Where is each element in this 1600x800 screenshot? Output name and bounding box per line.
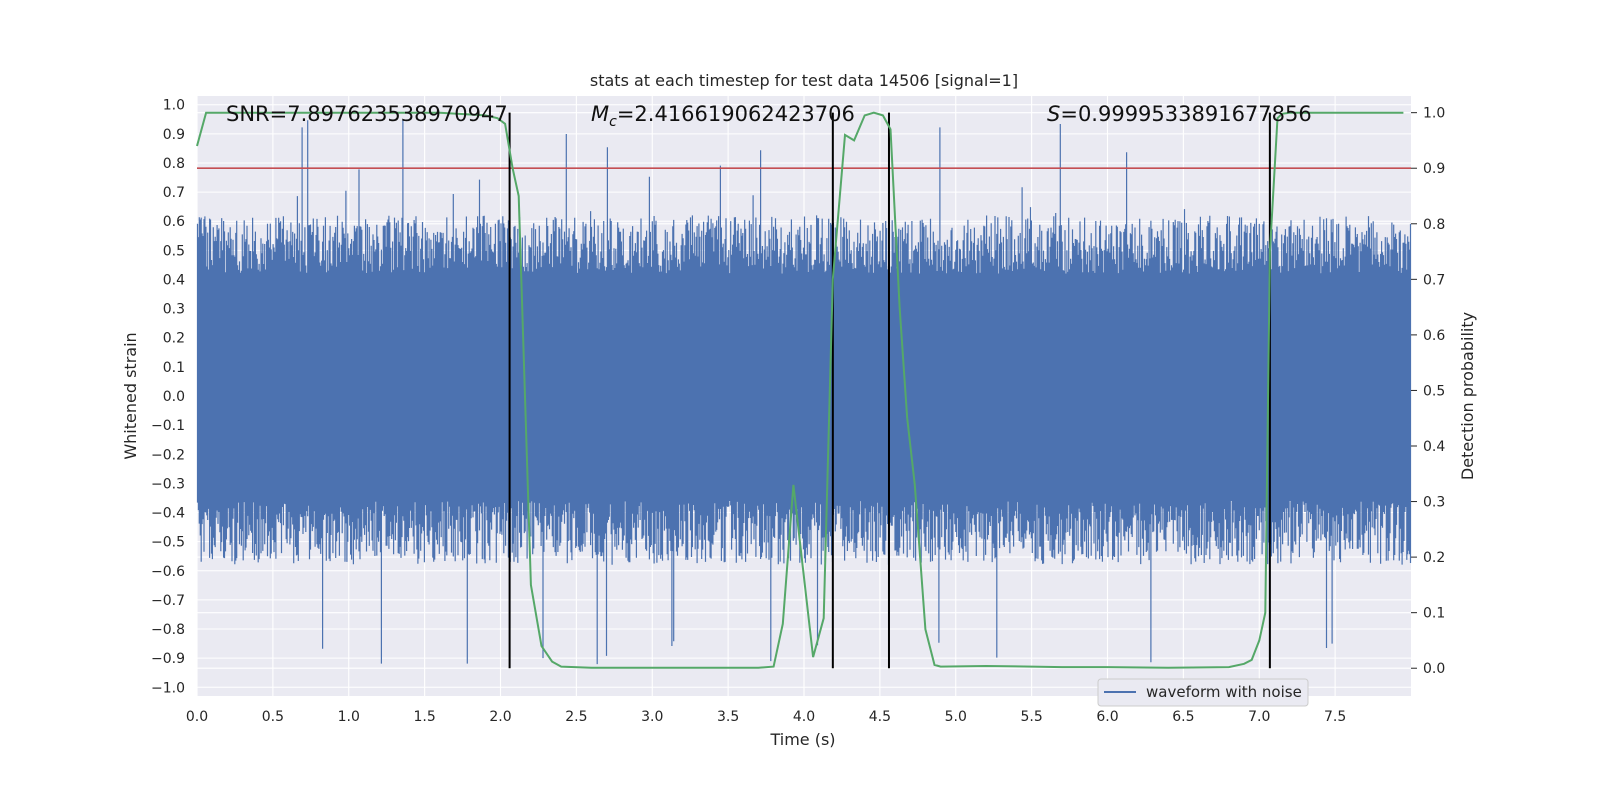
x-tick-label: 4.0 <box>793 709 815 725</box>
x-tick-label: 3.0 <box>641 709 663 725</box>
x-tick-label: 5.5 <box>1020 709 1042 725</box>
chirp-mass-value: =2.416619062423706 <box>617 102 855 126</box>
y2-tick-label: 0.2 <box>1423 550 1445 566</box>
event-markers <box>508 112 1271 669</box>
chart-title: stats at each timestep for test data 145… <box>590 71 1018 90</box>
y2-tick-label: 0.4 <box>1423 439 1445 455</box>
x-tick-label: 5.0 <box>945 709 967 725</box>
x-tick-label: 2.5 <box>565 709 587 725</box>
waveform-core-band <box>197 273 1411 501</box>
x-tick-label: 4.5 <box>869 709 891 725</box>
x-tick-label: 1.0 <box>338 709 360 725</box>
y2-tick-label: 0.0 <box>1423 661 1445 677</box>
y2-tick-label: 0.5 <box>1423 383 1445 399</box>
y-tick-label: −1.0 <box>151 680 185 696</box>
y-tick-label: 0.0 <box>163 389 185 405</box>
y-tick-label: 0.9 <box>163 127 185 143</box>
y-tick-label: 0.1 <box>163 360 185 376</box>
y-tick-label: 0.3 <box>163 302 185 318</box>
y2-tick-label: 0.9 <box>1423 161 1445 177</box>
y-tick-label: −0.5 <box>151 535 185 551</box>
y2-tick-label: 0.8 <box>1423 217 1445 233</box>
x-tick-label: 6.0 <box>1096 709 1118 725</box>
y2-tick-label: 1.0 <box>1423 106 1445 122</box>
y-axis-title: Whitened strain <box>121 332 140 459</box>
chirp-mass-subscript: c <box>609 114 617 130</box>
y-tick-label: −0.3 <box>151 476 185 492</box>
y-tick-label: 0.6 <box>163 214 185 230</box>
y-tick-label: 0.8 <box>163 156 185 172</box>
y-tick-label: 1.0 <box>163 98 185 114</box>
x-tick-label: 1.5 <box>413 709 435 725</box>
y-tick-label: 0.5 <box>163 243 185 259</box>
x-tick-label: 2.0 <box>489 709 511 725</box>
x-tick-label: 0.0 <box>186 709 208 725</box>
chirp-mass-symbol: M <box>591 102 609 126</box>
x-tick-label: 7.5 <box>1324 709 1346 725</box>
y-axis-ticks: −1.0 −0.9 −0.8 −0.7 −0.6 −0.5 −0.4 −0.3 −0.2 −0.1… <box>151 98 185 697</box>
y2-tick-label: 0.1 <box>1423 606 1445 622</box>
waveform-with-noise-series <box>196 119 1412 665</box>
y2-axis-ticks: 0.0 0.1 0.2 0.3 0.4 0.5 0.6 0.7 0.8 0.9 1.0 <box>1411 106 1445 677</box>
y2-axis-title: Detection probability <box>1458 312 1477 480</box>
y-tick-label: −0.7 <box>151 593 185 609</box>
x-tick-label: 0.5 <box>262 709 284 725</box>
snr-annotation: SNR=7.897623538970947 <box>226 102 508 126</box>
y-tick-label: 0.7 <box>163 185 185 201</box>
y-tick-label: −0.9 <box>151 651 185 667</box>
y-tick-label: 0.2 <box>163 331 185 347</box>
score-symbol: S <box>1047 102 1060 126</box>
y-tick-label: −0.1 <box>151 418 185 434</box>
score-value: =0.9999533891677856 <box>1060 102 1311 126</box>
x-tick-label: 6.5 <box>1172 709 1194 725</box>
legend: waveform with noise <box>1097 678 1309 707</box>
y-tick-label: −0.4 <box>151 506 185 522</box>
y2-tick-label: 0.3 <box>1423 495 1445 511</box>
legend-label-waveform: waveform with noise <box>1146 683 1302 701</box>
x-axis-title: Time (s) <box>769 730 835 749</box>
legend-box <box>1097 678 1309 707</box>
y-tick-label: −0.2 <box>151 447 185 463</box>
x-tick-label: 3.5 <box>717 709 739 725</box>
detection-probability-line <box>196 111 1404 669</box>
y-tick-label: −0.8 <box>151 622 185 638</box>
y2-tick-label: 0.7 <box>1423 272 1445 288</box>
y2-tick-label: 0.6 <box>1423 328 1445 344</box>
x-axis-ticks: 0.0 0.5 1.0 1.5 2.0 2.5 3.0 3.5 4.0 4.5 5.0 5.5 6.0 6… <box>186 709 1346 725</box>
x-tick-label: 7.0 <box>1248 709 1270 725</box>
score-annotation: S=0.9999533891677856 <box>1047 102 1312 126</box>
chirp-mass-annotation: Mc=2.416619062423706 <box>591 102 855 130</box>
y-tick-label: −0.6 <box>151 564 185 580</box>
y-tick-label: 0.4 <box>163 272 185 288</box>
